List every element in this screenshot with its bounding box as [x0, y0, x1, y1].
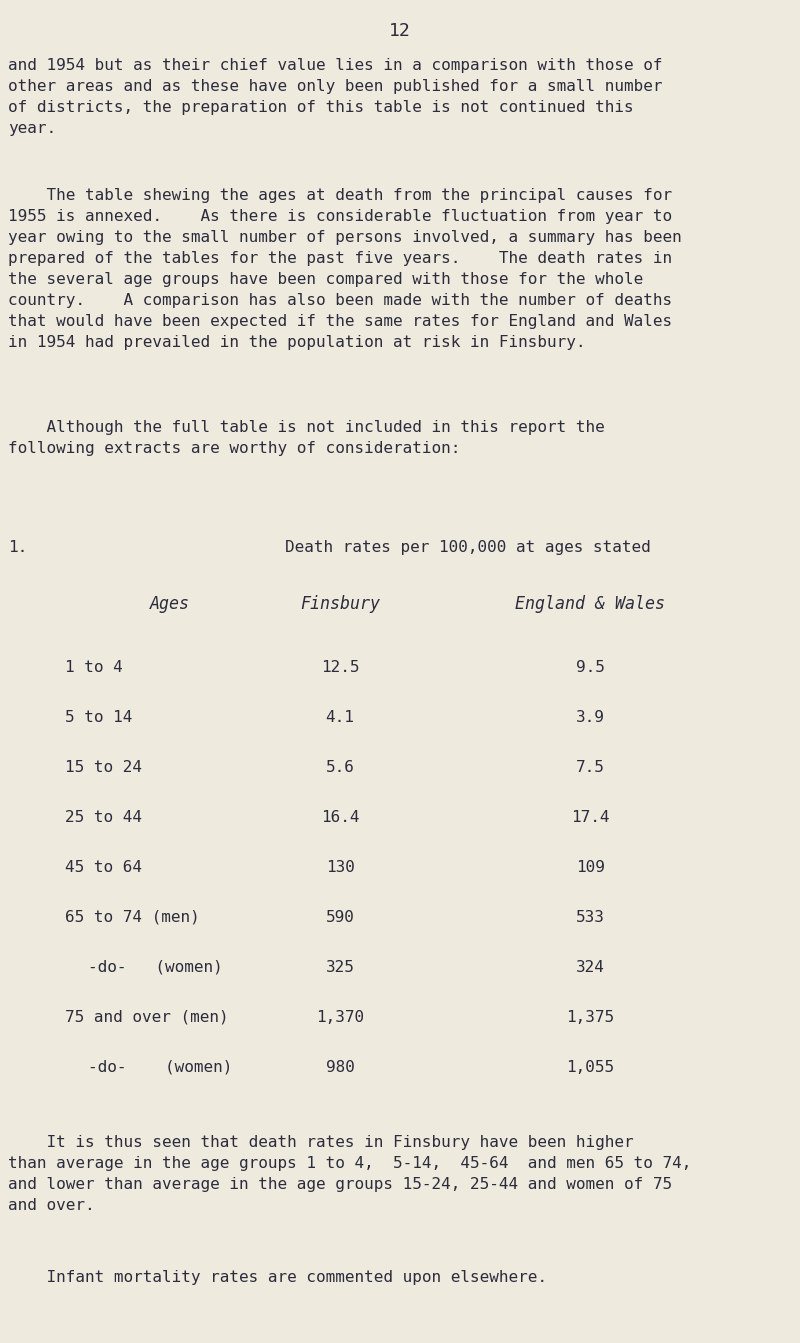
- Text: 17.4: 17.4: [570, 810, 610, 825]
- Text: 533: 533: [575, 911, 605, 925]
- Text: The table shewing the ages at death from the principal causes for
1955 is annexe: The table shewing the ages at death from…: [8, 188, 682, 351]
- Text: and 1954 but as their chief value lies in a comparison with those of
other areas: and 1954 but as their chief value lies i…: [8, 58, 662, 136]
- Text: 1,375: 1,375: [566, 1010, 614, 1025]
- Text: 109: 109: [575, 860, 605, 876]
- Text: 324: 324: [575, 960, 605, 975]
- Text: 3.9: 3.9: [575, 710, 605, 725]
- Text: 9.5: 9.5: [575, 659, 605, 676]
- Text: It is thus seen that death rates in Finsbury have been higher
than average in th: It is thus seen that death rates in Fins…: [8, 1135, 691, 1213]
- Text: 12: 12: [389, 21, 411, 40]
- Text: 1,055: 1,055: [566, 1060, 614, 1074]
- Text: 75 and over (men): 75 and over (men): [65, 1010, 229, 1025]
- Text: 1,370: 1,370: [316, 1010, 364, 1025]
- Text: 590: 590: [326, 911, 354, 925]
- Text: Finsbury: Finsbury: [300, 595, 380, 612]
- Text: Death rates per 100,000 at ages stated: Death rates per 100,000 at ages stated: [285, 540, 650, 555]
- Text: 12.5: 12.5: [321, 659, 359, 676]
- Text: Although the full table is not included in this report the
following extracts ar: Although the full table is not included …: [8, 420, 605, 457]
- Text: 16.4: 16.4: [321, 810, 359, 825]
- Text: England & Wales: England & Wales: [515, 595, 665, 612]
- Text: Ages: Ages: [150, 595, 190, 612]
- Text: Infant mortality rates are commented upon elsewhere.: Infant mortality rates are commented upo…: [8, 1270, 547, 1285]
- Text: 7.5: 7.5: [575, 760, 605, 775]
- Text: -do-   (women): -do- (women): [88, 960, 222, 975]
- Text: 5 to 14: 5 to 14: [65, 710, 132, 725]
- Text: 25 to 44: 25 to 44: [65, 810, 142, 825]
- Text: 4.1: 4.1: [326, 710, 354, 725]
- Text: 65 to 74 (men): 65 to 74 (men): [65, 911, 200, 925]
- Text: -do-    (women): -do- (women): [88, 1060, 232, 1074]
- Text: 130: 130: [326, 860, 354, 876]
- Text: 5.6: 5.6: [326, 760, 354, 775]
- Text: 15 to 24: 15 to 24: [65, 760, 142, 775]
- Text: 1 to 4: 1 to 4: [65, 659, 122, 676]
- Text: 325: 325: [326, 960, 354, 975]
- Text: 980: 980: [326, 1060, 354, 1074]
- Text: 45 to 64: 45 to 64: [65, 860, 142, 876]
- Text: 1.: 1.: [8, 540, 27, 555]
